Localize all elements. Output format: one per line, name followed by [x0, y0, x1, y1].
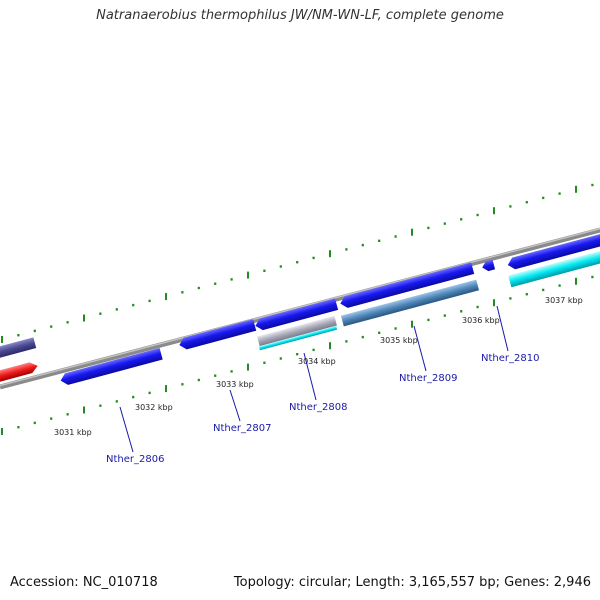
- kbp-label-3031: 3031 kbp: [54, 428, 92, 437]
- gene-nther-2806[interactable]: [59, 347, 163, 387]
- kbp-label-3035: 3035 kbp: [380, 336, 418, 345]
- gene-small-arrow[interactable]: [481, 259, 496, 273]
- gene-nther-2810-cyan[interactable]: [508, 247, 600, 288]
- gene-label-2808[interactable]: Nther_2808: [289, 402, 347, 413]
- gene-nther-2808-gray[interactable]: [257, 315, 337, 347]
- gene-label-2807[interactable]: Nther_2807: [213, 423, 271, 434]
- leader-line-2809: [413, 325, 427, 372]
- gene-nther-2807b[interactable]: [254, 298, 339, 331]
- map-title: Natranaerobius thermophilus JW/NM-WN-LF,…: [96, 8, 504, 23]
- genome-backbone-highlight: [0, 227, 600, 387]
- genome-summary-text: Topology: circular; Length: 3,165,557 bp…: [233, 575, 591, 590]
- gene-left-slate: [0, 337, 37, 359]
- accession-text: Accession: NC_010718: [10, 575, 158, 590]
- gene-nther-2807[interactable]: [178, 319, 257, 351]
- kbp-label-3032: 3032 kbp: [135, 403, 173, 412]
- gene-left-red: [0, 362, 38, 383]
- gene-label-2810[interactable]: Nther_2810: [481, 353, 539, 364]
- gene-label-2809[interactable]: Nther_2809: [399, 373, 457, 384]
- leader-line-2807: [229, 389, 241, 422]
- upper-scale-ticks: [1, 183, 594, 343]
- leader-line-2806: [119, 406, 134, 453]
- gene-nther-2809-steel[interactable]: [340, 279, 480, 327]
- leader-line-2808: [303, 352, 317, 401]
- lower-scale-ticks: [1, 275, 594, 435]
- gene-nther-2809a[interactable]: [339, 262, 475, 309]
- kbp-label-3034: 3034 kbp: [298, 357, 336, 366]
- kbp-label-3033: 3033 kbp: [216, 380, 254, 389]
- kbp-label-3036: 3036 kbp: [462, 316, 500, 325]
- gene-label-2806[interactable]: Nther_2806: [106, 454, 164, 465]
- gene-nther-2808-cyan[interactable]: [258, 325, 338, 351]
- gene-nther-2810[interactable]: [506, 232, 600, 271]
- kbp-label-3037: 3037 kbp: [545, 296, 583, 305]
- leader-lines: [119, 305, 509, 453]
- leader-line-2810: [496, 305, 509, 352]
